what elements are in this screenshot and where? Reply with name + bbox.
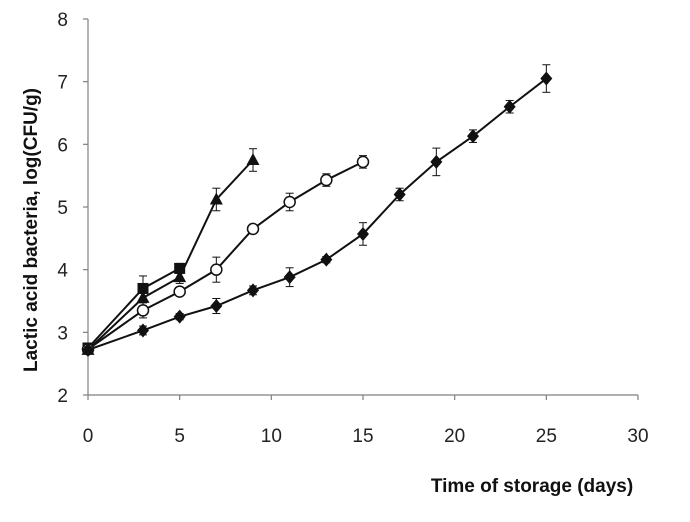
data-point (503, 99, 516, 114)
data-point (136, 304, 150, 317)
y-tick-label: 5 (57, 198, 68, 219)
series-line (87, 77, 547, 351)
y-axis-title: Lactic acid bacteria, log(CFU/g) (21, 88, 42, 372)
data-point (247, 283, 259, 298)
series-line (87, 160, 364, 351)
x-tick-label: 30 (627, 426, 648, 447)
data-point (82, 342, 94, 357)
y-tick-label: 3 (57, 323, 68, 344)
x-tick-label: 0 (83, 426, 94, 447)
data-point (320, 252, 333, 267)
x-tick-label: 15 (352, 426, 373, 447)
y-ticks: 2 3 4 5 6 7 8 (57, 10, 88, 407)
x-tick-label: 20 (444, 426, 465, 447)
series-open-circle (81, 155, 370, 356)
data-point (173, 285, 186, 298)
data-point (246, 153, 260, 165)
data-point (283, 270, 296, 285)
data-point (209, 192, 223, 205)
data-point (136, 290, 150, 303)
data-point (210, 299, 223, 314)
data-point (320, 173, 333, 187)
data-point (246, 222, 260, 236)
x-tick-label: 10 (261, 426, 282, 447)
data-point (137, 323, 149, 338)
data-point (357, 226, 369, 241)
series-diamond (82, 64, 553, 357)
y-tick-label: 2 (57, 386, 68, 407)
x-tick-label: 5 (174, 426, 185, 447)
axes: 0 5 10 15 20 25 30 2 3 4 5 6 7 8 (57, 10, 648, 447)
data-point (173, 309, 186, 324)
x-axis-title: Time of storage (days) (431, 476, 633, 497)
data-point (467, 129, 479, 144)
data-point (430, 154, 443, 169)
data-point (356, 155, 370, 169)
y-tick-label: 8 (57, 10, 68, 31)
data-point (283, 195, 296, 209)
y-tick-label: 4 (57, 261, 68, 282)
x-tick-label: 25 (536, 426, 557, 447)
data-point (393, 187, 406, 202)
y-tick-label: 6 (57, 135, 68, 156)
data-point (210, 263, 223, 276)
x-ticks: 0 5 10 15 20 25 30 (83, 395, 649, 447)
data-point (173, 270, 187, 283)
data-point (174, 262, 186, 274)
data-point (540, 71, 553, 86)
series-layer (81, 64, 553, 357)
y-tick-label: 7 (57, 73, 68, 94)
